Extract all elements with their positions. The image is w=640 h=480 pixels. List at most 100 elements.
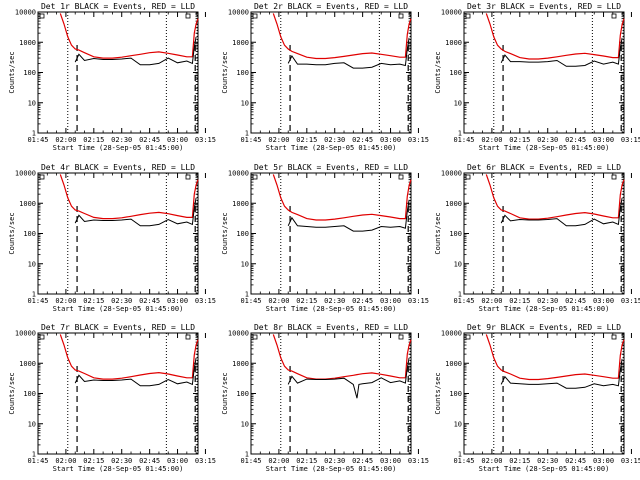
x-tick-label: 02:45 bbox=[565, 136, 586, 144]
x-tick-label: 03:00 bbox=[167, 297, 188, 305]
y-tick-label: 1000 bbox=[445, 200, 462, 208]
panel-title: Det 6r BLACK = Events, RED = LLD bbox=[467, 163, 621, 172]
panel-det-4: Det 4r BLACK = Events, RED = LLD 1 10 100 10… bbox=[8, 163, 216, 313]
y-tick-label: 10 bbox=[454, 99, 462, 107]
x-tick-label: 02:30 bbox=[111, 297, 132, 305]
y-tick-label: 1 bbox=[32, 130, 36, 138]
y-tick-label: 100 bbox=[449, 69, 462, 77]
x-tick-label: 03:00 bbox=[593, 136, 614, 144]
top-marker bbox=[398, 334, 404, 340]
x-tick-label: 03:15 bbox=[195, 457, 216, 465]
y-tick-label: 100 bbox=[23, 230, 36, 238]
x-tick-label: 03:15 bbox=[408, 457, 429, 465]
lld-series-line bbox=[59, 174, 199, 220]
y-tick-label: 10000 bbox=[228, 9, 249, 17]
panel-title: Det 5r BLACK = Events, RED = LLD bbox=[254, 163, 408, 172]
x-tick-label: 03:00 bbox=[167, 136, 188, 144]
events-series-line bbox=[500, 37, 623, 67]
x-tick-label: 02:45 bbox=[352, 457, 373, 465]
top-marker bbox=[465, 13, 471, 19]
x-tick-label: 02:00 bbox=[55, 136, 76, 144]
axes-frame bbox=[250, 332, 412, 455]
panel-det-6: Det 6r BLACK = Events, RED = LLD 1 10 100 10… bbox=[434, 163, 640, 313]
x-tick-label: 03:00 bbox=[167, 457, 188, 465]
x-tick-label: 01:45 bbox=[453, 297, 474, 305]
x-axis-label: Start Time (28-Sep-05 01:45:00) bbox=[479, 144, 610, 152]
top-marker bbox=[398, 13, 404, 19]
lld-series-line bbox=[59, 334, 199, 380]
x-tick-label: 02:30 bbox=[537, 136, 558, 144]
x-tick-label: 02:45 bbox=[352, 136, 373, 144]
y-tick-label: 100 bbox=[449, 230, 462, 238]
axes-frame bbox=[37, 332, 199, 455]
x-tick-label: 02:15 bbox=[296, 297, 317, 305]
panel-det-8: Det 8r BLACK = Events, RED = LLD 1 10 100 10… bbox=[221, 323, 429, 473]
x-tick-label: 03:00 bbox=[380, 136, 401, 144]
x-tick-label: 02:00 bbox=[55, 297, 76, 305]
x-axis-label: Start Time (28-Sep-05 01:45:00) bbox=[53, 144, 184, 152]
x-tick-label: 02:45 bbox=[565, 297, 586, 305]
y-tick-label: 10000 bbox=[441, 330, 462, 338]
x-tick-label: 02:30 bbox=[537, 297, 558, 305]
top-marker bbox=[611, 13, 617, 19]
panel-title: Det 9r BLACK = Events, RED = LLD bbox=[467, 323, 621, 332]
x-axis-label: Start Time (28-Sep-05 01:45:00) bbox=[266, 144, 397, 152]
y-tick-label: 100 bbox=[23, 69, 36, 77]
x-tick-label: 02:15 bbox=[509, 136, 530, 144]
y-tick-label: 10 bbox=[241, 420, 249, 428]
y-tick-label: 1 bbox=[32, 291, 36, 299]
x-tick-label: 02:15 bbox=[296, 457, 317, 465]
y-tick-label: 1 bbox=[32, 451, 36, 459]
axes-frame bbox=[250, 11, 412, 134]
top-marker bbox=[611, 174, 617, 180]
x-tick-label: 01:45 bbox=[240, 457, 261, 465]
panel-title: Det 4r BLACK = Events, RED = LLD bbox=[41, 163, 195, 172]
x-tick-label: 02:45 bbox=[565, 457, 586, 465]
y-tick-label: 1000 bbox=[19, 200, 36, 208]
y-tick-label: 1 bbox=[458, 130, 462, 138]
lld-series-line bbox=[485, 13, 625, 60]
x-tick-label: 02:30 bbox=[324, 297, 345, 305]
x-tick-label: 02:00 bbox=[481, 297, 502, 305]
x-tick-label: 01:45 bbox=[240, 136, 261, 144]
y-tick-label: 100 bbox=[23, 390, 36, 398]
axes-frame bbox=[37, 11, 199, 134]
y-tick-label: 10 bbox=[454, 420, 462, 428]
y-tick-label: 1 bbox=[245, 291, 249, 299]
x-tick-label: 02:00 bbox=[268, 136, 289, 144]
top-marker bbox=[465, 334, 471, 340]
lld-series-line bbox=[272, 174, 412, 221]
x-tick-label: 01:45 bbox=[27, 136, 48, 144]
y-tick-label: 1000 bbox=[445, 360, 462, 368]
x-tick-label: 01:45 bbox=[27, 297, 48, 305]
panel-title: Det 1r BLACK = Events, RED = LLD bbox=[41, 2, 195, 11]
x-tick-label: 01:45 bbox=[27, 457, 48, 465]
x-tick-label: 02:45 bbox=[139, 457, 160, 465]
x-tick-label: 03:00 bbox=[593, 457, 614, 465]
panel-det-1: Det 1r BLACK = Events, RED = LLD 1 10 100 10… bbox=[8, 2, 216, 152]
x-tick-label: 02:00 bbox=[55, 457, 76, 465]
top-marker bbox=[252, 13, 258, 19]
y-tick-label: 1000 bbox=[19, 39, 36, 47]
y-tick-label: 100 bbox=[236, 230, 249, 238]
y-axis-label: Counts/sec bbox=[8, 372, 16, 414]
axes-frame bbox=[37, 172, 199, 295]
y-axis-label: Counts/sec bbox=[8, 51, 16, 93]
x-tick-label: 02:15 bbox=[509, 297, 530, 305]
panel-title: Det 8r BLACK = Events, RED = LLD bbox=[254, 323, 408, 332]
lld-series-line bbox=[272, 13, 412, 60]
x-tick-label: 02:30 bbox=[537, 457, 558, 465]
events-series-line bbox=[287, 199, 410, 232]
x-tick-label: 02:30 bbox=[324, 457, 345, 465]
x-axis-label: Start Time (28-Sep-05 01:45:00) bbox=[53, 305, 184, 313]
x-tick-label: 02:45 bbox=[139, 297, 160, 305]
x-tick-label: 03:15 bbox=[195, 297, 216, 305]
top-marker bbox=[39, 13, 45, 19]
x-tick-label: 03:00 bbox=[593, 297, 614, 305]
x-axis-label: Start Time (28-Sep-05 01:45:00) bbox=[266, 305, 397, 313]
top-marker bbox=[185, 174, 191, 180]
x-tick-label: 02:45 bbox=[139, 136, 160, 144]
lld-series-line bbox=[59, 13, 199, 59]
y-tick-label: 1 bbox=[458, 451, 462, 459]
x-tick-label: 03:15 bbox=[621, 297, 640, 305]
